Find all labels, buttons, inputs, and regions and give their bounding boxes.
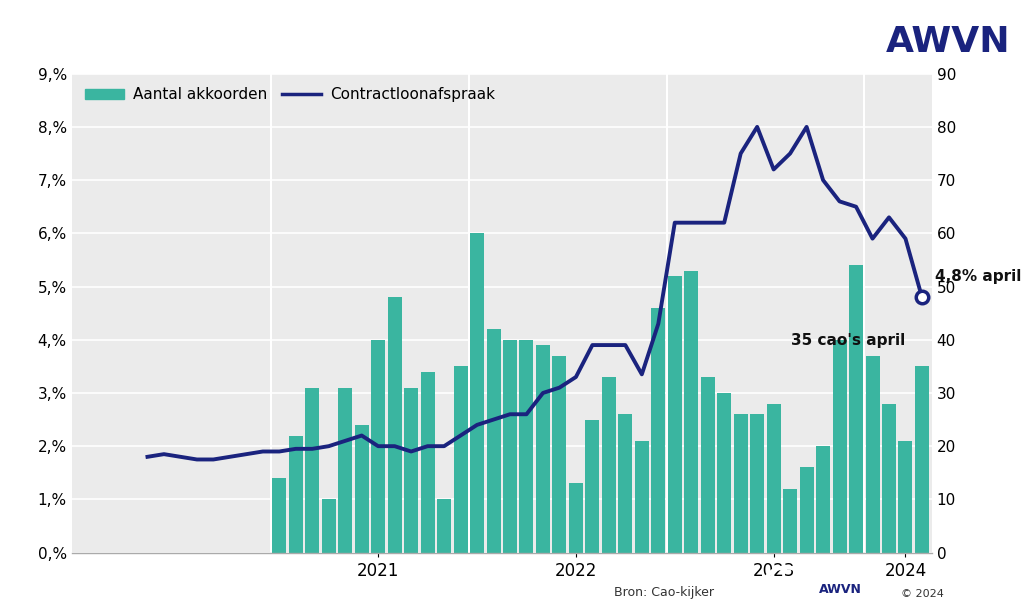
Bar [618,414,633,553]
Text: © 2024: © 2024 [901,589,944,599]
Bar [833,340,847,553]
Bar [635,441,649,553]
Bar [289,435,303,553]
Bar [552,356,566,553]
Bar [421,371,434,553]
Bar [700,377,715,553]
Bar [684,271,698,553]
Bar [717,393,731,553]
Bar [454,367,468,553]
Bar [586,419,599,553]
Bar [305,387,319,553]
Bar [371,340,385,553]
Bar [519,340,534,553]
Bar [602,377,615,553]
Bar [503,340,517,553]
Text: 35 cao's april: 35 cao's april [792,333,905,348]
Bar [437,499,452,553]
Bar [915,367,929,553]
Bar [536,345,550,553]
Legend: Aantal akkoorden, Contractloonafspraak: Aantal akkoorden, Contractloonafspraak [79,81,501,109]
Bar [783,489,797,553]
Bar [882,403,896,553]
Text: C: C [772,580,780,590]
Bar [751,414,764,553]
Bar [338,387,352,553]
Bar [898,441,912,553]
Bar [800,467,814,553]
Bar [816,446,830,553]
Text: AWVN: AWVN [886,25,1011,58]
Bar [404,387,418,553]
Bar [865,356,880,553]
Text: O: O [792,580,801,590]
Text: Bron: Cao-kijker: Bron: Cao-kijker [614,586,715,599]
Bar [354,425,369,553]
Bar [470,233,484,553]
Bar [272,478,287,553]
Bar [733,414,748,553]
Text: 4,8% april: 4,8% april [935,269,1022,284]
Bar [486,329,501,553]
Bar [388,297,401,553]
Text: AWVN: AWVN [819,583,862,596]
Bar [651,308,666,553]
Bar [767,403,780,553]
Bar [668,276,682,553]
Bar [569,483,583,553]
Bar [322,499,336,553]
Bar [849,265,863,553]
